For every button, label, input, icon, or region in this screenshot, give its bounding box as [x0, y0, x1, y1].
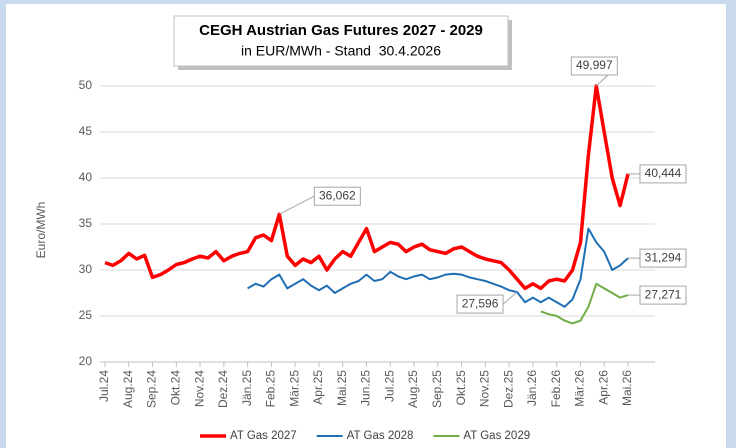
- label-text: 31,294: [645, 250, 682, 264]
- label-text: 27,271: [645, 287, 682, 301]
- chart-title: CEGH Austrian Gas Futures 2027 - 2029: [199, 22, 483, 39]
- y-axis-label: Euro/MWh: [34, 202, 48, 259]
- y-tick-label: 25: [79, 308, 93, 322]
- label-text: 36,062: [319, 188, 356, 202]
- label-box: [456, 294, 504, 314]
- label-box: [639, 285, 687, 305]
- x-tick-label: Jän.26: [525, 370, 539, 406]
- label-box: [313, 186, 361, 206]
- x-tick-label: Nov.25: [478, 370, 492, 407]
- x-tick-label: Dez.25: [501, 370, 515, 408]
- value-label: 31,294: [628, 248, 687, 268]
- x-tick-label: Mai.25: [335, 370, 349, 406]
- legend-label: AT Gas 2029: [463, 430, 530, 442]
- value-label: 27,271: [628, 285, 687, 305]
- legend-label: AT Gas 2028: [347, 430, 414, 442]
- series-line: [540, 282, 629, 325]
- label-box: [570, 56, 618, 76]
- label-text: 40,444: [645, 166, 682, 180]
- y-tick-label: 45: [79, 124, 93, 138]
- x-tick-label: Aug.25: [406, 370, 420, 408]
- label-box: [639, 164, 687, 184]
- title-box: [173, 15, 509, 67]
- x-tick-label: Mai.26: [620, 370, 634, 406]
- x-tick-label: Okt.25: [454, 370, 468, 406]
- y-tick-label: 30: [79, 262, 93, 276]
- x-tick-label: Sep.25: [430, 370, 444, 408]
- x-tick-label: Jul.24: [97, 370, 111, 402]
- leader-line: [502, 291, 518, 305]
- x-tick-label: Aug.24: [121, 370, 135, 408]
- x-tick-label: Jul.25: [382, 370, 396, 402]
- x-tick-label: Mär.25: [287, 370, 301, 407]
- x-tick-label: Jun.25: [359, 370, 373, 406]
- label-box: [639, 248, 687, 268]
- x-tick-label: Nov.24: [192, 370, 206, 407]
- value-label: 27,596: [456, 291, 518, 314]
- label-text: 49,997: [576, 58, 613, 72]
- value-label: 40,444: [628, 164, 687, 184]
- value-label: 49,997: [570, 56, 618, 87]
- y-tick-label: 50: [79, 78, 93, 92]
- x-tick-label: Apr.26: [596, 370, 610, 405]
- y-tick-label: 20: [79, 354, 93, 368]
- label-text: 27,596: [462, 296, 499, 310]
- x-tick-label: Feb.25: [264, 370, 278, 408]
- series-line: [104, 84, 630, 291]
- x-tick-label: Feb.26: [549, 370, 563, 408]
- x-tick-label: Okt.24: [168, 370, 182, 406]
- value-label: 36,062: [279, 186, 361, 215]
- x-tick-label: Jän.25: [240, 370, 254, 406]
- x-tick-label: Mär.26: [573, 370, 587, 407]
- x-tick-label: Apr.25: [311, 370, 325, 405]
- x-tick-label: Sep.24: [145, 370, 159, 408]
- leader-line: [279, 195, 315, 215]
- legend-label: AT Gas 2027: [230, 430, 297, 442]
- chart-subtitle: in EUR/MWh - Stand 30.4.2026: [241, 43, 441, 59]
- x-tick-label: Dez.24: [216, 370, 230, 408]
- y-tick-label: 35: [79, 216, 93, 230]
- series-line: [247, 227, 629, 308]
- y-tick-label: 40: [79, 170, 93, 184]
- chart-background: [6, 4, 726, 448]
